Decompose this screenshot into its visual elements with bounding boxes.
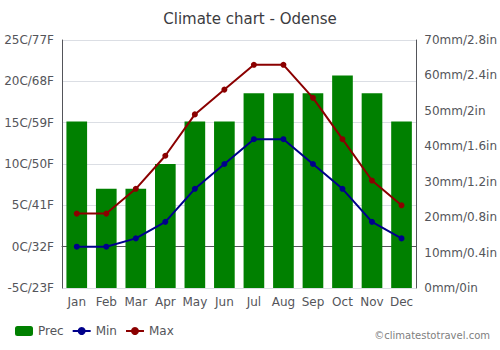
svg-text:Max: Max [149, 324, 174, 338]
svg-text:Jun: Jun [214, 295, 234, 309]
svg-text:Oct: Oct [332, 295, 353, 309]
svg-text:25C/77F: 25C/77F [4, 33, 54, 47]
svg-text:Nov: Nov [360, 295, 383, 309]
svg-text:0mm/0in: 0mm/0in [424, 281, 478, 295]
svg-text:50mm/2in: 50mm/2in [424, 104, 485, 118]
svg-text:Climate chart - Odense: Climate chart - Odense [163, 10, 337, 28]
svg-text:-5C/23F: -5C/23F [7, 281, 54, 295]
svg-text:Aug: Aug [272, 295, 295, 309]
svg-text:Apr: Apr [155, 295, 176, 309]
svg-text:Jan: Jan [67, 295, 87, 309]
svg-text:10mm/0.4in: 10mm/0.4in [424, 246, 497, 260]
svg-text:Jul: Jul [246, 295, 261, 309]
svg-text:5C/41F: 5C/41F [12, 198, 54, 212]
svg-text:60mm/2.4in: 60mm/2.4in [424, 68, 497, 82]
svg-text:Min: Min [96, 324, 117, 338]
svg-text:40mm/1.6in: 40mm/1.6in [424, 139, 497, 153]
svg-text:Feb: Feb [96, 295, 117, 309]
svg-text:30mm/1.2in: 30mm/1.2in [424, 175, 497, 189]
svg-text:70mm/2.8in: 70mm/2.8in [424, 33, 497, 47]
svg-text:0C/32F: 0C/32F [12, 240, 54, 254]
svg-text:Prec: Prec [38, 324, 64, 338]
svg-text:10C/50F: 10C/50F [4, 157, 54, 171]
svg-text:Mar: Mar [124, 295, 147, 309]
svg-text:20C/68F: 20C/68F [4, 74, 54, 88]
svg-text:©climatestotravel.com: ©climatestotravel.com [374, 330, 490, 341]
svg-text:Dec: Dec [390, 295, 413, 309]
svg-text:15C/59F: 15C/59F [4, 116, 54, 130]
svg-text:20mm/0.8in: 20mm/0.8in [424, 210, 497, 224]
svg-text:May: May [182, 295, 207, 309]
svg-text:Sep: Sep [302, 295, 325, 309]
